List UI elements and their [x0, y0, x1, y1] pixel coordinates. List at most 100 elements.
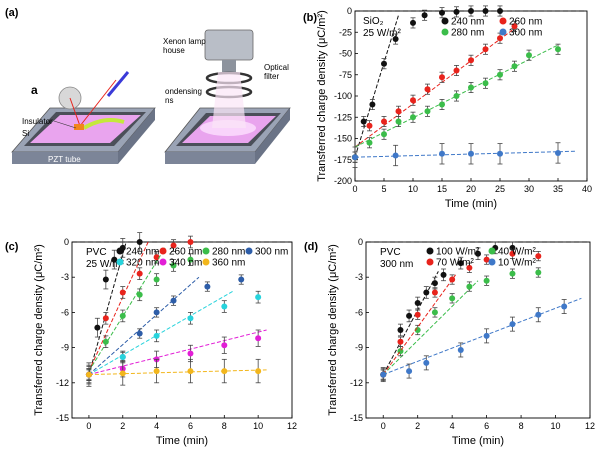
data-point [187, 350, 194, 357]
data-point [381, 118, 387, 125]
legend-marker [116, 258, 124, 266]
data-point [153, 309, 160, 316]
data-point [102, 276, 109, 283]
data-point [440, 271, 447, 278]
data-point [457, 260, 464, 267]
y-tick-label: -50 [339, 49, 352, 59]
x-tick-label: 4 [154, 421, 159, 431]
chart-d: (d) 0 2 4 6 8 10 12 0 -3 -6 -9 -12 -15 Time (min) Trans… [304, 237, 595, 447]
data-point [119, 353, 126, 360]
data-point [366, 139, 373, 146]
data-point [406, 312, 413, 319]
data-point [94, 324, 101, 331]
data-point [410, 19, 416, 26]
y-tick-label: -25 [339, 27, 352, 37]
legend-marker [159, 258, 167, 266]
data-point [136, 291, 143, 298]
legend-label: 260 nm [509, 17, 542, 28]
y-axis-label-b: Transferred charge density (μC/m²) [316, 10, 328, 182]
data-point [136, 270, 143, 277]
x-tick-label: 0 [352, 184, 357, 194]
data-point [483, 332, 490, 339]
annotation-c: 25 W/m² [86, 259, 124, 270]
data-point [511, 23, 518, 30]
insulator-label: Insulator [22, 117, 53, 126]
x-tick-label: 15 [437, 184, 447, 194]
plot-frame-c [71, 241, 293, 419]
pzt-base-right-front [165, 152, 255, 164]
annotation-b: 25 W/m² [363, 28, 401, 39]
legend-marker [426, 258, 434, 266]
y-tick-label: -75 [339, 70, 352, 80]
legend-label: 240 nm [126, 247, 159, 258]
data-point [466, 264, 473, 271]
data-point [255, 368, 262, 375]
data-point [369, 101, 376, 108]
data-point [483, 256, 490, 263]
x-axis-label-d: Time (min) [452, 435, 504, 447]
data-point [424, 86, 431, 93]
data-point [410, 114, 416, 121]
y-tick-label: -125 [334, 112, 352, 122]
panel-a-illustration: (a) a PZT tube Insulator Si Xenon lamp ho [5, 7, 291, 164]
data-point [423, 289, 430, 296]
x-tick-label: 30 [524, 184, 534, 194]
data-point [423, 359, 430, 366]
y-tick-label: 0 [347, 6, 352, 16]
legend-label: 360 nm [212, 258, 245, 269]
legend-label: 40 W/m² [498, 247, 536, 258]
x-tick-label: 10 [551, 421, 561, 431]
series-c-5 [85, 329, 267, 384]
cantilever [82, 118, 125, 130]
series-c-3 [85, 274, 245, 380]
chart-c: (c) 0 2 4 6 8 10 12 0 -3 -6 -9 -12 -15 Time (min) Trans… [5, 232, 297, 447]
x-tick-label: 10 [253, 421, 263, 431]
pzt-base-front [12, 152, 118, 164]
data-point [497, 71, 503, 78]
data-point [526, 52, 532, 59]
condensing-label: ondensing ns [165, 87, 202, 105]
legend-label: 10 W/m² [498, 258, 536, 269]
data-point [136, 330, 143, 337]
y-tick-label: -9 [355, 343, 363, 353]
legend-marker [499, 17, 507, 25]
legend-label: 100 W/m² [436, 247, 480, 258]
data-point [561, 303, 568, 310]
legend-label: 300 nm [509, 28, 542, 39]
data-point [119, 312, 126, 319]
data-point [366, 122, 373, 129]
annotation-d: 300 nm [380, 259, 413, 270]
data-point [424, 108, 431, 115]
legend-marker [159, 247, 167, 255]
data-point [483, 277, 490, 284]
data-point [153, 332, 160, 339]
data-point [187, 368, 194, 375]
pzt-base-right-side [255, 108, 290, 164]
lamp-neck [222, 60, 236, 72]
data-point [468, 84, 474, 91]
x-axis-label-b: Time (min) [445, 198, 497, 210]
data-point [119, 289, 126, 296]
laser-beam-1 [69, 97, 81, 127]
data-point [414, 311, 421, 318]
data-point [397, 327, 404, 333]
legend-marker [245, 247, 253, 255]
optical-filter-label: Optical filter [264, 63, 289, 81]
data-point [381, 60, 387, 67]
data-point [431, 309, 438, 316]
legend-label: 240 nm [451, 17, 484, 28]
y-tick-label: -175 [334, 155, 352, 165]
data-point [431, 289, 438, 296]
y-tick-label: -150 [334, 134, 352, 144]
data-point [395, 108, 402, 115]
panel-b-label: (b) [303, 12, 317, 24]
y-axis-label-c: Transferred charge density (μC/m²) [33, 244, 45, 416]
data-point [511, 63, 518, 70]
panel-c-label: (c) [5, 241, 19, 253]
data-point [170, 262, 177, 269]
data-point [238, 276, 245, 283]
x-tick-label: 6 [484, 421, 489, 431]
data-point [381, 131, 387, 138]
data-point [509, 250, 516, 257]
legend-label: 70 W/m² [436, 258, 474, 269]
